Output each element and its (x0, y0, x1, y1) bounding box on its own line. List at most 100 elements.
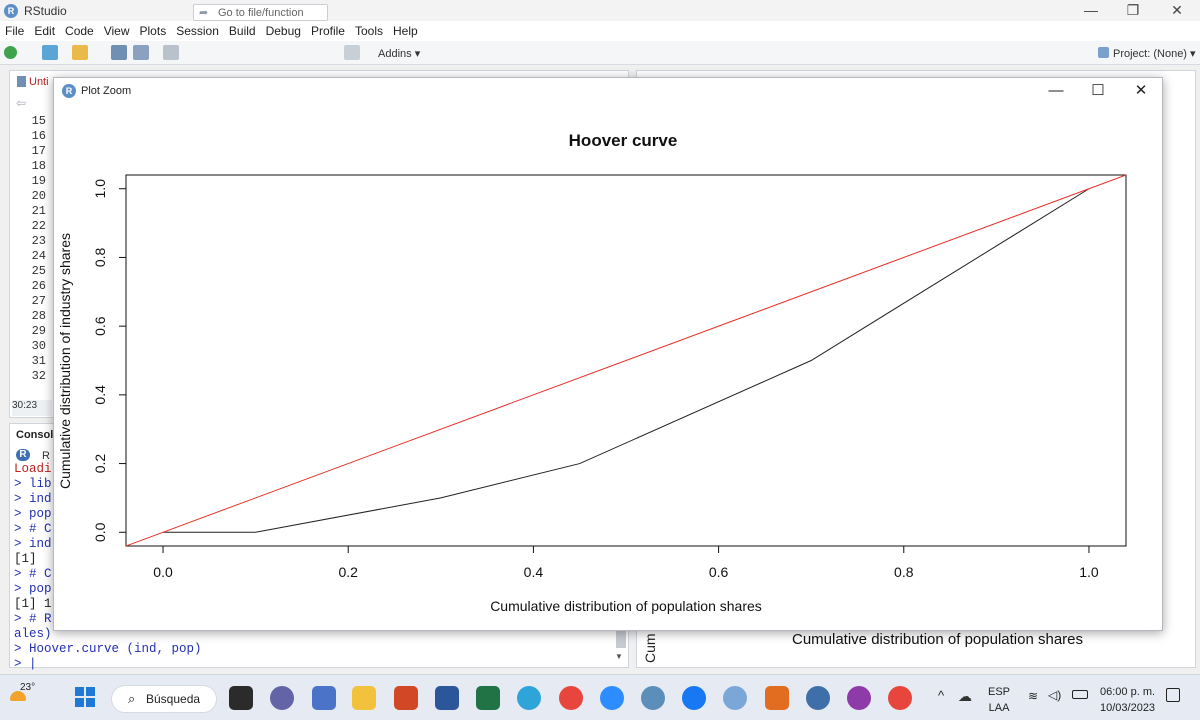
menu-view[interactable]: View (103, 24, 130, 38)
cloud-icon[interactable]: ☁ (958, 688, 972, 704)
save-icon[interactable] (111, 45, 127, 60)
powerpoint-icon[interactable] (394, 686, 418, 710)
menu-session[interactable]: Session (176, 24, 219, 38)
excel-icon[interactable] (476, 686, 500, 710)
project-menu[interactable]: Project: (None) ▾ (1098, 47, 1196, 60)
y-tick-label: 0.8 (92, 248, 108, 268)
app-icon[interactable] (641, 686, 665, 710)
x-tick-label: 0.4 (524, 564, 544, 580)
line-number: 25 (31, 264, 46, 278)
windows-start-icon[interactable] (75, 687, 95, 707)
console-line: > ind (14, 492, 52, 506)
zoom-close-button[interactable]: ✕ (1134, 82, 1148, 99)
open-file-icon[interactable] (72, 45, 88, 60)
grid-layout-icon[interactable] (344, 45, 360, 60)
line-number: 17 (31, 144, 46, 158)
hoover-curve-line (163, 188, 1090, 533)
project-icon (1098, 47, 1109, 58)
menu-help[interactable]: Help (393, 24, 418, 38)
word-icon[interactable] (435, 686, 459, 710)
console-tab[interactable]: Console (16, 429, 60, 441)
x-tick-label: 0.0 (153, 564, 173, 580)
line-number: 31 (31, 354, 46, 368)
chevron-up-icon[interactable]: ^ (938, 688, 945, 703)
teams-chat-icon[interactable] (270, 686, 294, 710)
menu-code[interactable]: Code (65, 24, 94, 38)
scroll-down-icon[interactable]: ▼ (615, 652, 623, 661)
menu-plots[interactable]: Plots (139, 24, 167, 38)
console-scrollbar[interactable] (616, 630, 626, 648)
console-line: [1] (14, 552, 37, 566)
editor-tab[interactable]: Unti (12, 72, 57, 92)
search-app-icon[interactable] (806, 686, 830, 710)
new-project-icon[interactable] (42, 45, 58, 60)
menu-bar: File Edit Code View Plots Session Build … (0, 21, 1200, 41)
language-indicator[interactable]: ESP LAA (988, 684, 1010, 716)
facebook-icon[interactable] (682, 686, 706, 710)
clock-date: 10/03/2023 (1100, 702, 1156, 714)
chart-series (125, 174, 1127, 547)
matlab-icon[interactable] (765, 686, 789, 710)
console-line: > pop (14, 507, 52, 521)
app-title: RStudio (24, 3, 67, 18)
plot-zoom-titlebar: R Plot Zoom — ☐ ✕ (54, 78, 1162, 105)
file-explorer-icon[interactable] (352, 686, 376, 710)
chrome-profile-icon[interactable] (888, 686, 912, 710)
chart-title: Hoover curve (569, 131, 678, 150)
project-label: Project: (None) (1113, 48, 1187, 60)
minimize-button[interactable]: — (1084, 2, 1098, 18)
zoom-icon[interactable] (600, 686, 624, 710)
menu-file[interactable]: File (5, 24, 25, 38)
x-axis: 0.0 0.2 0.4 0.6 0.8 1.0 (153, 546, 1099, 580)
taskbar-search[interactable]: ⌕ Búsqueda (111, 685, 217, 713)
line-number: 28 (31, 309, 46, 323)
zoom-maximize-button[interactable]: ☐ (1091, 82, 1105, 99)
widgets-icon[interactable] (312, 686, 336, 710)
back-arrow-icon[interactable]: ⇦ (16, 96, 27, 110)
go-to-placeholder: Go to file/function (218, 7, 304, 19)
maximize-button[interactable]: ❐ (1126, 2, 1140, 18)
save-all-icon[interactable] (133, 45, 149, 60)
y-tick-label: 0.0 (92, 522, 108, 542)
menu-edit[interactable]: Edit (34, 24, 56, 38)
console-line: > # C (14, 567, 52, 581)
new-file-icon[interactable] (4, 46, 17, 59)
line-number: 24 (31, 249, 46, 263)
line-number: 20 (31, 189, 46, 203)
clock-time: 06:00 p. m. (1100, 686, 1156, 698)
go-to-arrow-icon: ➦ (199, 7, 209, 19)
x-axis-label: Cumulative distribution of population sh… (490, 598, 762, 614)
console-line: > Hoover.curve (ind, pop) (14, 642, 202, 656)
language-line2: LAA (988, 702, 1010, 714)
task-view-icon[interactable] (229, 686, 253, 710)
script-file-icon (17, 76, 26, 87)
search-label: Búsqueda (146, 692, 201, 706)
console-line: > ind (14, 537, 52, 551)
notifications-icon[interactable] (1166, 688, 1180, 702)
line-number: 23 (31, 234, 46, 248)
go-to-file-input[interactable]: ➦ Go to file/function (193, 4, 328, 21)
chrome-icon[interactable] (559, 686, 583, 710)
clock[interactable]: 06:00 p. m. 10/03/2023 (1100, 684, 1155, 716)
zoom-minimize-button[interactable]: — (1048, 82, 1064, 99)
addins-menu[interactable]: Addins ▾ (378, 48, 421, 60)
battery-icon[interactable] (1072, 690, 1088, 699)
edge-icon[interactable] (517, 686, 541, 710)
menu-build[interactable]: Build (228, 24, 256, 38)
rstudio-taskbar-icon[interactable] (723, 686, 747, 710)
menu-tools[interactable]: Tools (354, 24, 383, 38)
print-icon[interactable] (163, 45, 179, 60)
menu-debug[interactable]: Debug (265, 24, 301, 38)
console-line: > lib (14, 477, 52, 491)
x-tick-label: 0.6 (709, 564, 729, 580)
volume-icon[interactable]: ◁) (1048, 688, 1062, 702)
github-icon[interactable] (847, 686, 871, 710)
y-tick-label: 1.0 (92, 179, 108, 199)
close-button[interactable]: ✕ (1171, 2, 1183, 18)
x-tick-label: 1.0 (1079, 564, 1099, 580)
menu-profile[interactable]: Profile (310, 24, 345, 38)
temperature: 23° (20, 682, 36, 693)
wifi-icon[interactable]: ≋ (1028, 689, 1039, 703)
r-version-icon: R (16, 449, 30, 461)
line-number: 15 (31, 114, 46, 128)
